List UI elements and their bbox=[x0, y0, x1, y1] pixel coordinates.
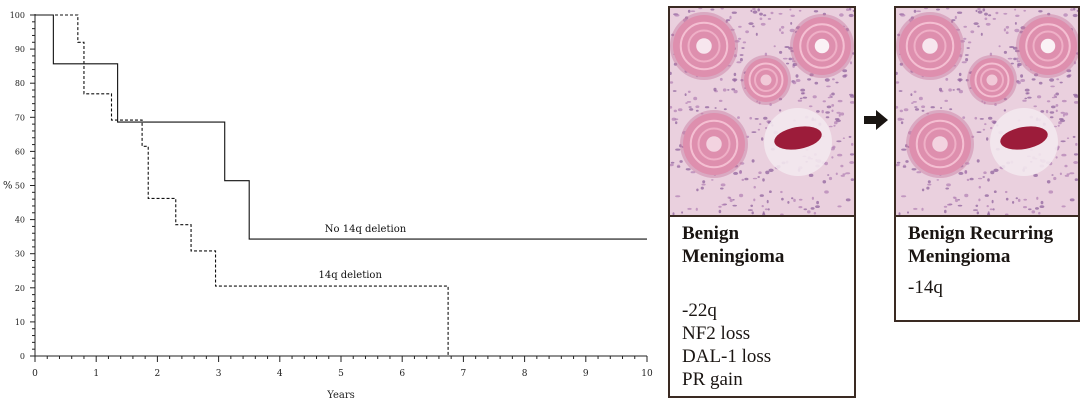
alteration-item: DAL-1 loss bbox=[682, 346, 772, 367]
card-title: Benign Meningioma bbox=[682, 223, 785, 267]
x-tick-label: 3 bbox=[216, 369, 222, 379]
benign-meningioma-card: Benign Meningioma -22q NF2 loss DAL-1 lo… bbox=[668, 6, 856, 398]
alteration-item: -22q bbox=[682, 300, 717, 321]
hemorrhage-focus bbox=[774, 126, 822, 150]
series-label: No 14q deletion bbox=[325, 224, 407, 235]
y-tick-label: 0 bbox=[20, 352, 25, 361]
y-tick-label: 10 bbox=[15, 318, 25, 327]
y-tick-label: 70 bbox=[15, 113, 25, 122]
alteration-item: -14q bbox=[908, 277, 943, 298]
x-tick-label: 0 bbox=[32, 369, 38, 379]
alteration-list: -22q NF2 loss DAL-1 loss PR gain bbox=[682, 299, 771, 391]
x-tick-label: 4 bbox=[277, 369, 283, 379]
y-tick-label: 60 bbox=[15, 147, 25, 156]
tissue-micrograph bbox=[670, 8, 854, 217]
x-tick-label: 1 bbox=[93, 369, 99, 379]
card-title: Benign Recurring Meningioma bbox=[908, 223, 1054, 267]
x-tick-label: 2 bbox=[155, 369, 161, 379]
y-tick-label: 50 bbox=[15, 182, 25, 191]
y-tick-label: 100 bbox=[10, 11, 25, 20]
tissue-micrograph bbox=[896, 8, 1078, 217]
chart-axes bbox=[30, 14, 648, 362]
recurring-meningioma-card: Benign Recurring Meningioma -14q bbox=[894, 6, 1080, 322]
y-tick-label: 80 bbox=[15, 79, 25, 88]
series-14q-deletion bbox=[35, 14, 449, 356]
alteration-list: -14q bbox=[908, 276, 943, 299]
series-label: 14q deletion bbox=[318, 270, 382, 281]
x-tick-label: 5 bbox=[338, 369, 344, 379]
x-axis-label: Years bbox=[326, 390, 355, 401]
y-tick-label: 20 bbox=[15, 284, 25, 293]
hemorrhage-focus bbox=[1000, 126, 1048, 150]
alteration-item: NF2 loss bbox=[682, 323, 751, 344]
chart-labels: 0 1 2 3 4 5 6 7 8 9 100102030405060708090100Years%… bbox=[3, 11, 653, 401]
series-no-14q-deletion bbox=[35, 14, 647, 240]
chart-series bbox=[35, 14, 647, 356]
x-tick-label: 10 bbox=[641, 369, 653, 379]
y-tick-label: 90 bbox=[15, 45, 25, 54]
alteration-item: PR gain bbox=[682, 369, 743, 390]
x-tick-label: 8 bbox=[522, 369, 528, 379]
y-tick-label: 40 bbox=[15, 216, 25, 225]
progression-arrow-icon bbox=[864, 110, 888, 130]
y-tick-label: 30 bbox=[15, 250, 25, 259]
survival-chart: 0 1 2 3 4 5 6 7 8 9 100102030405060708090100Years%… bbox=[3, 11, 653, 401]
x-tick-label: 6 bbox=[399, 369, 405, 379]
x-tick-label: 9 bbox=[583, 369, 589, 379]
y-axis-label: % bbox=[3, 181, 13, 192]
x-tick-label: 7 bbox=[461, 369, 467, 379]
